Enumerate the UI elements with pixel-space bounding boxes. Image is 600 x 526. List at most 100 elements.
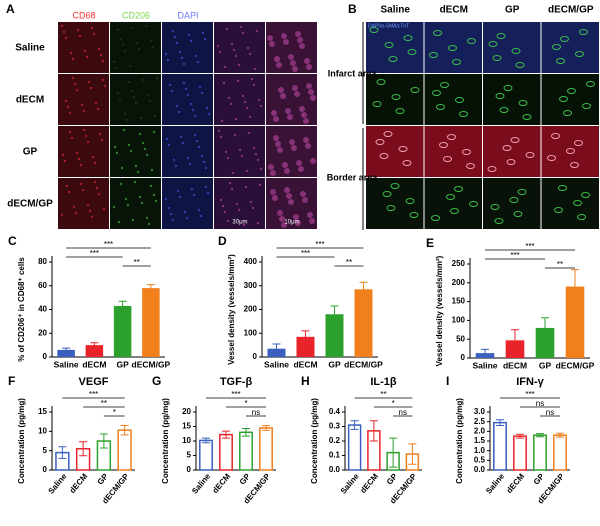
vessel	[567, 88, 576, 94]
bar	[57, 349, 75, 357]
cell	[284, 168, 290, 174]
cell	[285, 108, 291, 114]
cell	[175, 41, 179, 45]
cell	[152, 130, 156, 134]
cell	[299, 43, 305, 49]
micrograph	[110, 126, 161, 177]
vessel	[503, 85, 513, 91]
vessel	[554, 207, 563, 213]
cell	[280, 93, 286, 99]
vessel	[496, 33, 506, 39]
y-axis-label: Vessel density (vessels/mm²)	[227, 254, 236, 365]
y-tick-label: 1.5	[474, 436, 486, 445]
cell	[167, 206, 171, 210]
panel-label: G	[152, 374, 161, 388]
error-bar	[496, 419, 504, 427]
x-tick-label: GP	[532, 471, 547, 486]
x-tick-label: dECM	[68, 472, 90, 495]
y-tick-label: 50	[456, 334, 465, 343]
cell	[170, 89, 174, 93]
error-bar	[262, 425, 270, 431]
cell	[218, 50, 222, 54]
cell	[249, 200, 253, 204]
vessel	[574, 140, 583, 146]
error-bar	[272, 343, 281, 354]
cell	[236, 79, 240, 83]
cell	[171, 29, 175, 33]
cell	[304, 58, 310, 64]
cell	[269, 41, 275, 47]
y-axis-label: % of CD206⁺ in CD68⁺ cells	[17, 257, 26, 362]
cell	[245, 169, 249, 173]
cell	[296, 160, 302, 166]
vessel	[436, 104, 445, 110]
cell	[149, 39, 153, 43]
cell	[137, 47, 141, 51]
vessel	[382, 191, 392, 197]
cell	[94, 101, 98, 105]
x-tick-label: Saline	[46, 471, 68, 495]
y-tick-label: 3.0	[474, 407, 486, 416]
y-tick-label: 0.0	[474, 465, 486, 474]
y-tick-label: 0.5	[474, 455, 486, 464]
panel-label: B	[348, 2, 357, 16]
vessel	[525, 152, 535, 158]
error-bar	[242, 428, 250, 437]
vessel	[566, 148, 575, 154]
cell	[78, 34, 82, 38]
cell	[64, 99, 68, 103]
vessel	[579, 29, 588, 35]
cell	[60, 24, 64, 28]
cell	[195, 139, 199, 143]
cell	[279, 216, 285, 222]
cell	[123, 49, 127, 53]
cell	[223, 210, 227, 214]
vessel	[462, 149, 471, 155]
scale-bar: 10μm	[284, 220, 299, 226]
cell	[283, 39, 289, 45]
cell	[229, 102, 233, 106]
cell	[247, 131, 251, 135]
error-bar	[481, 348, 489, 358]
significance: ***	[90, 249, 99, 258]
micrograph	[541, 126, 599, 177]
cell	[73, 82, 77, 86]
vessel	[577, 214, 586, 220]
panel-label: C	[8, 234, 17, 248]
y-axis-label: Concentration (pg/mg)	[310, 398, 319, 484]
cell	[235, 202, 239, 206]
vessel	[446, 194, 455, 200]
x-tick-label: Saline	[264, 359, 289, 369]
cell	[71, 57, 75, 61]
channel-header: CD206	[122, 10, 150, 20]
cell	[204, 166, 208, 170]
cell	[130, 89, 134, 93]
cell	[191, 108, 195, 112]
significance: ***	[315, 240, 324, 249]
significance: ***	[301, 249, 310, 258]
cell	[241, 31, 245, 35]
cell	[197, 145, 201, 149]
cell	[145, 153, 149, 157]
significance: ***	[525, 390, 534, 399]
vessel	[375, 139, 385, 145]
cell	[250, 77, 254, 81]
cell	[186, 156, 190, 160]
y-tick-label: 300	[244, 281, 258, 290]
cell	[98, 132, 102, 136]
cell	[151, 45, 155, 49]
cell	[189, 102, 193, 106]
vessel	[551, 133, 560, 139]
cell	[89, 86, 93, 90]
cell	[99, 53, 103, 57]
vessel	[431, 215, 440, 221]
vessel	[575, 51, 584, 57]
vessel	[547, 155, 556, 161]
vessel	[522, 114, 532, 120]
vessel	[510, 137, 520, 143]
y-axis-label: Concentration (pg/mg)	[17, 398, 26, 484]
cell	[83, 49, 87, 53]
x-tick-label: dECM	[211, 472, 233, 495]
bar	[117, 429, 132, 471]
